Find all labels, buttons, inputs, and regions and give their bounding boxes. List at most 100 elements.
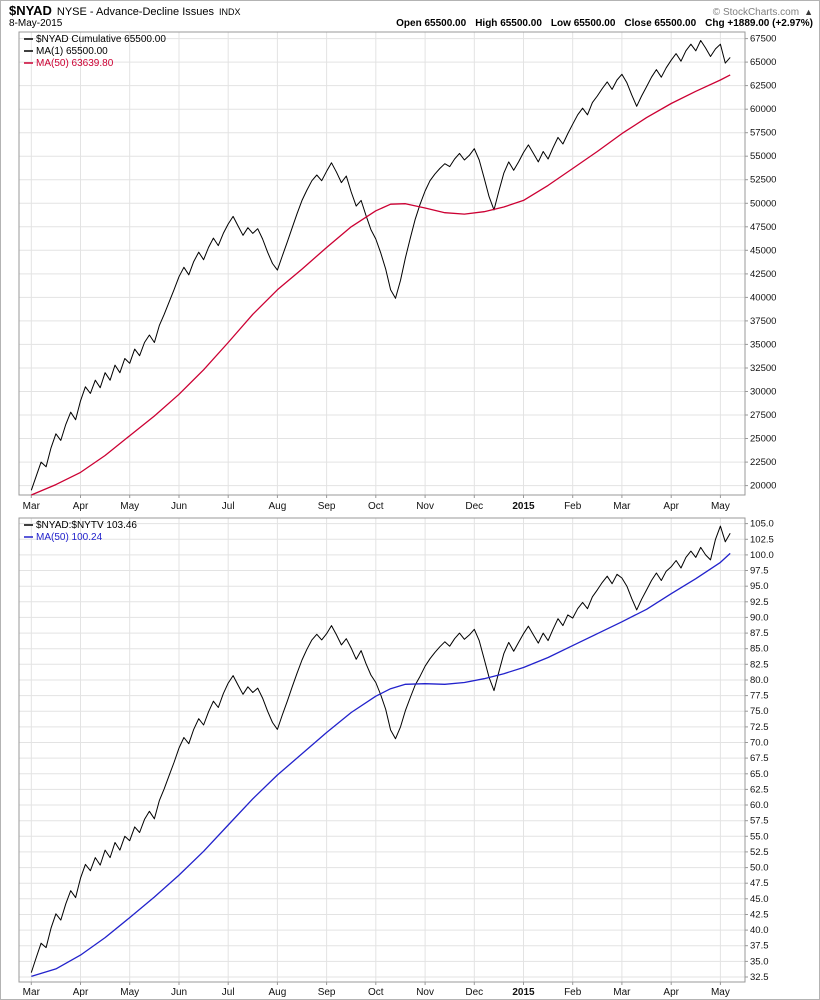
y-tick-label: 105.0 — [750, 519, 774, 530]
x-tick-label: 2015 — [512, 987, 535, 998]
x-tick-label: Oct — [368, 987, 384, 998]
y-tick-label: 27500 — [750, 410, 776, 421]
y-tick-label: 80.0 — [750, 675, 769, 686]
x-tick-label: 2015 — [512, 501, 535, 512]
header-title-row: $NYAD NYSE - Advance-Decline Issues INDX… — [9, 3, 813, 18]
y-tick-label: 100.0 — [750, 550, 774, 561]
legend-label: $NYAD Cumulative 65500.00 — [36, 34, 166, 45]
chart-date: 8-May-2015 — [9, 18, 63, 29]
x-tick-label: Dec — [465, 987, 483, 998]
y-tick-label: 102.5 — [750, 534, 774, 545]
header-quote-row: 8-May-2015 Open 65500.00 High 65500.00 L… — [9, 18, 813, 29]
y-tick-label: 37.5 — [750, 941, 769, 952]
y-tick-label: 25000 — [750, 434, 776, 445]
y-tick-label: 40.0 — [750, 925, 769, 936]
y-tick-label: 52.5 — [750, 847, 769, 858]
open-value: 65500.00 — [424, 18, 467, 29]
x-tick-label: May — [120, 501, 139, 512]
y-tick-label: 77.5 — [750, 691, 769, 702]
close-value: 65500.00 — [654, 18, 697, 29]
plot-border — [18, 31, 746, 496]
ma50-red-line — [31, 74, 731, 496]
high-quote: High 65500.00 — [475, 18, 542, 29]
quote-strip: Open 65500.00 High 65500.00 Low 65500.00… — [396, 18, 813, 29]
y-tick-label: 47500 — [750, 222, 776, 233]
low-quote: Low 65500.00 — [551, 18, 616, 29]
chg-quote: Chg +1889.00 (+2.97%) — [705, 18, 813, 29]
y-tick-label: 97.5 — [750, 566, 769, 577]
y-tick-label: 60.0 — [750, 800, 769, 811]
y-tick-label: 55.0 — [750, 831, 769, 842]
x-tick-label: Aug — [269, 501, 287, 512]
x-tick-label: Jul — [222, 501, 235, 512]
x-tick-label: May — [711, 501, 730, 512]
nyad-nytv-ratio-line — [30, 525, 731, 973]
exchange-label: INDX — [219, 7, 241, 17]
chart-title: NYSE - Advance-Decline Issues — [56, 6, 215, 18]
y-tick-label: 35.0 — [750, 956, 769, 967]
legend-label: $NYAD:$NYTV 103.46 — [36, 520, 137, 531]
x-tick-label: Jun — [171, 987, 187, 998]
y-tick-label: 60000 — [750, 104, 776, 115]
y-tick-label: 67.5 — [750, 753, 769, 764]
x-tick-label: Feb — [564, 987, 582, 998]
y-tick-label: 75.0 — [750, 706, 769, 717]
y-tick-label: 42.5 — [750, 910, 769, 921]
copyright: © StockCharts.com — [712, 7, 800, 18]
open-quote: Open 65500.00 — [396, 18, 466, 29]
y-tick-label: 22500 — [750, 457, 776, 468]
legend-label: MA(50) 100.24 — [36, 532, 103, 543]
x-tick-label: May — [120, 987, 139, 998]
close-quote: Close 65500.00 — [624, 18, 696, 29]
cumulative-chart-panel: Mar Apr May Jun Jul Aug Sep Oct Nov Dec 2015 Feb Mar… — [18, 31, 776, 512]
ratio-chart-panel: Mar Apr May Jun Jul Aug Sep Oct Nov Dec 2015 Feb Mar… — [18, 517, 774, 998]
ma50-blue-line — [31, 552, 731, 978]
y-tick-label: 62.5 — [750, 784, 769, 795]
y-tick-label: 45.0 — [750, 894, 769, 905]
x-tick-label: Apr — [663, 987, 679, 998]
y-tick-label: 90.0 — [750, 612, 769, 623]
x-tick-label: Mar — [613, 501, 631, 512]
y-tick-label: 62500 — [750, 81, 776, 92]
y-tick-label: 42500 — [750, 269, 776, 280]
chg-label: Chg — [705, 18, 725, 29]
up-arrow-icon: ▲ — [804, 7, 813, 17]
x-tick-label: Sep — [318, 987, 336, 998]
x-tick-label: Mar — [613, 987, 631, 998]
high-label: High — [475, 18, 498, 29]
y-tick-label: 57500 — [750, 128, 776, 139]
y-tick-label: 87.5 — [750, 628, 769, 639]
chart-header: $NYAD NYSE - Advance-Decline Issues INDX… — [1, 1, 819, 29]
y-tick-label: 67500 — [750, 34, 776, 45]
y-tick-label: 65.0 — [750, 769, 769, 780]
x-tick-label: Apr — [73, 501, 89, 512]
x-tick-label: Feb — [564, 501, 582, 512]
y-tick-label: 50.0 — [750, 863, 769, 874]
y-tick-label: 85.0 — [750, 644, 769, 655]
x-tick-label: Jul — [222, 987, 235, 998]
symbol: $NYAD — [9, 3, 52, 18]
legend-label: MA(50) 63639.80 — [36, 58, 114, 69]
y-tick-label: 20000 — [750, 481, 776, 492]
x-tick-label: May — [711, 987, 730, 998]
x-tick-label: Apr — [73, 987, 89, 998]
y-tick-label: 37500 — [750, 316, 776, 327]
x-tick-label: Dec — [465, 501, 483, 512]
close-label: Close — [624, 18, 652, 29]
x-tick-label: Jun — [171, 501, 187, 512]
y-tick-label: 35000 — [750, 339, 776, 350]
y-tick-label: 52500 — [750, 175, 776, 186]
x-tick-label: Nov — [416, 987, 434, 998]
y-tick-label: 30000 — [750, 387, 776, 398]
x-tick-label: Apr — [663, 501, 679, 512]
y-tick-label: 45000 — [750, 245, 776, 256]
y-tick-label: 92.5 — [750, 597, 769, 608]
y-tick-label: 55000 — [750, 151, 776, 162]
high-value: 65500.00 — [500, 18, 542, 29]
plot-border — [18, 517, 746, 983]
y-tick-label: 40000 — [750, 292, 776, 303]
y-tick-label: 82.5 — [750, 659, 769, 670]
low-value: 65500.00 — [573, 18, 616, 29]
nyad-cumulative-line — [30, 40, 731, 491]
